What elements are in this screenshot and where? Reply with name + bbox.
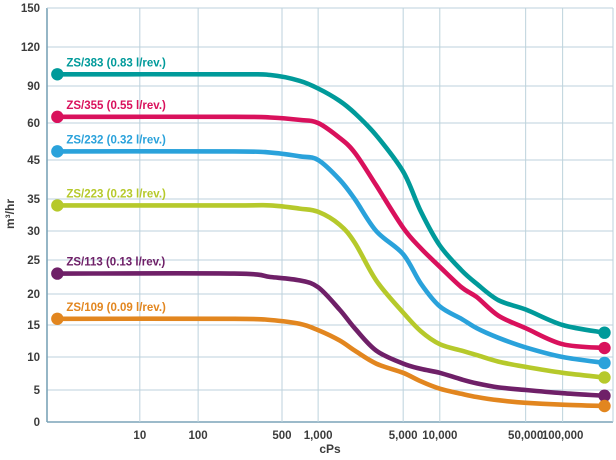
y-tick-label-0: 0 <box>34 417 40 429</box>
x-tick-label-5000: 5,000 <box>389 430 418 442</box>
y-tick-label-45: 45 <box>27 155 40 167</box>
curve-start-dot-zs-109 <box>51 312 64 325</box>
curve-start-dot-zs-383 <box>51 68 64 81</box>
y-tick-label-35: 35 <box>27 194 40 206</box>
x-axis-label: cPs <box>319 442 341 456</box>
series-label-zs-232: ZS/232 (0.32 l/rev.) <box>66 134 166 146</box>
curve-zs-223 <box>52 202 607 380</box>
x-tick-label-10: 10 <box>133 430 146 442</box>
y-tick-label-120: 120 <box>21 42 40 54</box>
y-axis-label: m³/hr <box>3 199 17 229</box>
series-label-zs-113: ZS/113 (0.13 l/rev.) <box>66 257 165 269</box>
x-tick-label-10000: 10,000 <box>422 430 457 442</box>
series-label-zs-109: ZS/109 (0.09 l/rev.) <box>66 302 166 314</box>
curve-end-dot-zs-109 <box>598 399 611 413</box>
series-label-zs-383: ZS/383 (0.83 l/rev.) <box>66 57 166 69</box>
curve-end-dot-zs-223 <box>598 371 611 384</box>
curve-end-dot-zs-383 <box>598 326 611 339</box>
y-tick-label-90: 90 <box>27 81 40 93</box>
curve-end-dot-zs-232 <box>598 356 611 370</box>
curve-zs-232 <box>52 149 607 366</box>
curve-start-dot-zs-223 <box>51 199 64 212</box>
x-tick-label-1000: 1,000 <box>304 430 333 442</box>
curve-end-dot-zs-113 <box>598 389 611 402</box>
y-tick-label-5: 5 <box>34 385 41 397</box>
curve-zs-355 <box>52 114 607 351</box>
x-tick-label-50000: 50,000 <box>508 430 543 442</box>
y-tick-label-15: 15 <box>27 320 40 332</box>
y-tick-label-60: 60 <box>27 118 40 130</box>
y-tick-label-25: 25 <box>27 255 40 267</box>
curve-start-dot-zs-113 <box>51 267 64 280</box>
curve-zs-109 <box>52 316 607 409</box>
curve-start-dot-zs-355 <box>51 110 64 124</box>
curve-start-dot-zs-232 <box>51 145 64 158</box>
curve-end-dot-zs-355 <box>598 341 611 355</box>
x-tick-label-100000: 100,000 <box>542 430 584 442</box>
x-tick-label-100: 100 <box>189 430 208 442</box>
x-tick-label-500: 500 <box>272 430 291 442</box>
series-label-zs-223: ZS/223 (0.23 l/rev.) <box>66 188 166 200</box>
y-tick-label-150: 150 <box>21 3 40 15</box>
y-tick-label-10: 10 <box>27 352 40 364</box>
y-tick-label-20: 20 <box>27 289 40 301</box>
curve-zs-383 <box>52 71 607 335</box>
series-label-zs-355: ZS/355 (0.55 l/rev.) <box>66 100 166 112</box>
y-tick-label-30: 30 <box>27 226 40 238</box>
curve-zs-113 <box>52 271 607 399</box>
